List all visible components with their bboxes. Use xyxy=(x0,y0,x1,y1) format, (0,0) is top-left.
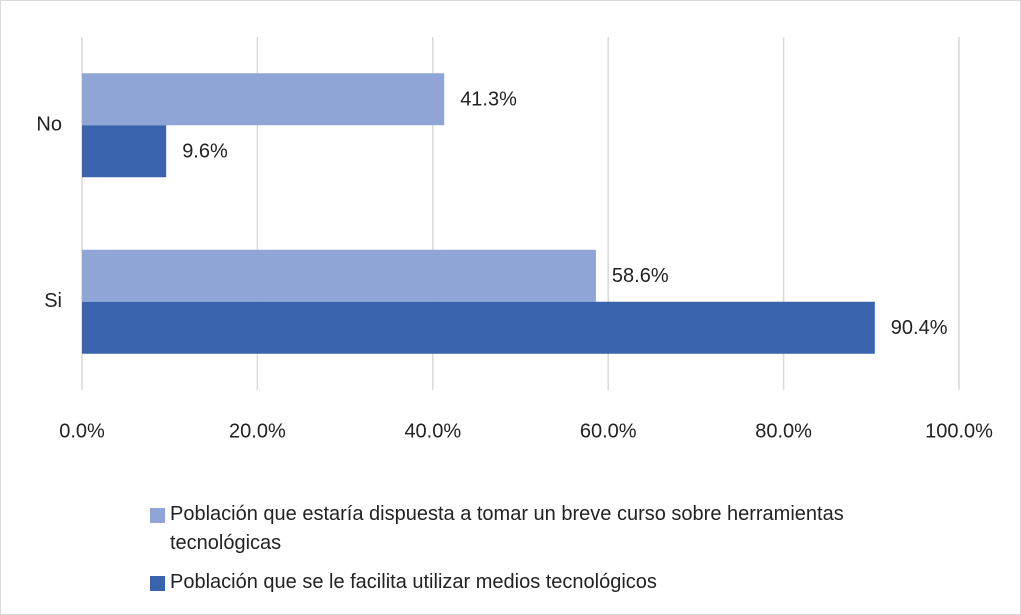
x-tick-label: 0.0% xyxy=(59,420,105,442)
data-label: 90.4% xyxy=(891,317,948,339)
x-tick-label: 40.0% xyxy=(404,420,461,442)
legend-swatch xyxy=(150,576,165,591)
bar xyxy=(82,249,596,302)
y-tick-label: No xyxy=(36,114,62,136)
legend-label: Población que estaría dispuesta a tomar … xyxy=(170,503,844,554)
bar xyxy=(82,73,445,126)
bar xyxy=(82,125,167,178)
legend-entry: Población que estaría dispuesta a tomar … xyxy=(150,500,950,558)
x-tick-label: 20.0% xyxy=(229,420,286,442)
bar xyxy=(82,301,875,354)
legend-label: Población que se le facilita utilizar me… xyxy=(170,571,657,593)
x-tick-label: 60.0% xyxy=(580,420,637,442)
x-tick-label: 80.0% xyxy=(755,420,812,442)
x-tick-label: 100.0% xyxy=(925,420,993,442)
data-label: 9.6% xyxy=(182,141,228,163)
data-label: 41.3% xyxy=(460,89,517,111)
data-label: 58.6% xyxy=(612,265,669,287)
legend-entry: Población que se le facilita utilizar me… xyxy=(150,568,950,597)
legend: Población que estaría dispuesta a tomar … xyxy=(150,500,950,607)
legend-swatch xyxy=(150,508,165,523)
y-tick-label: Si xyxy=(44,290,62,312)
